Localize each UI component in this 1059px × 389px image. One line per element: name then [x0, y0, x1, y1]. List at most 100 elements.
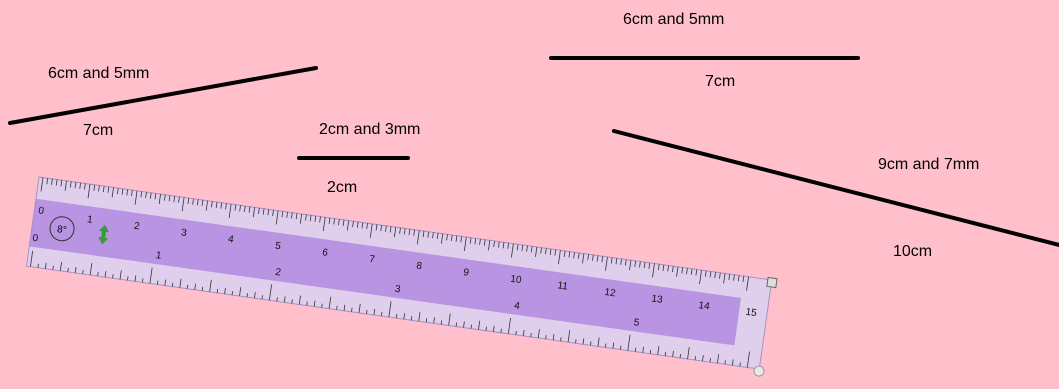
- cm-tick: [192, 198, 194, 205]
- cm-tick: [652, 263, 655, 278]
- inch-tick: [59, 261, 62, 271]
- inch-tick: [343, 304, 346, 311]
- cm-tick: [393, 227, 397, 238]
- inch-tick: [239, 287, 242, 297]
- cm-tick: [40, 177, 44, 192]
- inch-tick: [37, 263, 39, 268]
- cm-tick: [84, 183, 86, 190]
- line-segment-1[interactable]: [8, 66, 318, 125]
- inch-tick: [463, 321, 465, 328]
- inch-tick: [530, 332, 532, 338]
- cm-tick: [737, 275, 740, 282]
- inch-tick: [321, 303, 323, 308]
- cm-tick: [634, 260, 637, 267]
- inch-tick: [395, 314, 398, 319]
- inch-tick: [231, 290, 234, 296]
- cm-tick: [399, 227, 401, 234]
- cm-tick: [225, 203, 227, 210]
- ruler-inch-ticks: [30, 250, 750, 368]
- cm-tick: [309, 215, 312, 222]
- cm-number: 2: [133, 221, 140, 233]
- cm-tick: [507, 242, 510, 250]
- line-1-top-label: 6cm and 5mm: [48, 65, 150, 82]
- cm-tick: [149, 192, 152, 199]
- inch-tick: [410, 316, 413, 321]
- inch-tick: [500, 328, 502, 333]
- cm-tick: [549, 248, 552, 255]
- inch-tick: [179, 278, 182, 288]
- line-2-top-label: 2cm and 3mm: [319, 121, 421, 138]
- cm-tick: [474, 238, 477, 245]
- cm-tick: [102, 186, 105, 193]
- cm-tick: [403, 228, 406, 235]
- cm-tick: [592, 254, 594, 261]
- cm-tick: [281, 211, 284, 218]
- cm-tick: [676, 266, 679, 277]
- cm-number: 0: [38, 205, 45, 217]
- cm-tick: [262, 208, 265, 215]
- inch-tick: [291, 299, 293, 304]
- cm-tick: [181, 197, 185, 212]
- cm-tick: [111, 187, 114, 198]
- ruler-corner-handle[interactable]: [753, 365, 765, 377]
- cm-tick: [416, 230, 420, 245]
- cm-tick: [493, 240, 495, 248]
- cm-tick: [440, 233, 444, 244]
- inch-tick: [52, 265, 54, 270]
- cm-tick: [516, 244, 519, 251]
- inch-number: 2: [275, 267, 282, 279]
- cm-tick: [686, 268, 688, 275]
- inch-tick: [104, 271, 107, 278]
- cm-tick: [672, 266, 674, 273]
- cm-tick: [709, 271, 712, 278]
- inch-tick: [731, 359, 734, 366]
- cm-tick: [98, 185, 100, 192]
- inch-tick: [582, 338, 585, 345]
- angle-text: 8°: [56, 224, 67, 236]
- cm-tick: [275, 210, 279, 225]
- rotate-handle-icon[interactable]: [97, 224, 110, 245]
- inch-tick: [67, 267, 69, 272]
- line-4-top-label: 9cm and 7mm: [878, 156, 980, 173]
- cm-tick: [342, 219, 345, 226]
- inch-tick: [74, 266, 77, 274]
- cm-tick: [215, 201, 218, 209]
- ruler-resize-handle[interactable]: [766, 276, 778, 289]
- inch-tick: [388, 301, 392, 318]
- inch-tick: [119, 270, 122, 280]
- cm-tick: [305, 214, 307, 221]
- inch-tick: [328, 296, 332, 309]
- cm-tick: [681, 267, 684, 274]
- inch-tick: [478, 320, 481, 330]
- cm-tick: [723, 273, 726, 284]
- inch-tick: [433, 317, 435, 324]
- inch-tick: [171, 282, 174, 287]
- cm-tick: [380, 225, 383, 232]
- inch-tick: [687, 347, 690, 360]
- inch-tick: [283, 296, 286, 303]
- inch-tick: [590, 341, 592, 346]
- angle-indicator: [49, 216, 75, 242]
- inch-tick: [403, 313, 406, 320]
- inch-tick: [709, 358, 711, 363]
- cm-tick: [497, 241, 500, 248]
- cm-tick: [479, 238, 481, 246]
- cm-tick: [64, 180, 67, 191]
- cm-tick: [79, 182, 81, 189]
- inch-tick: [351, 307, 353, 312]
- cm-tick: [733, 274, 735, 281]
- cm-tick: [234, 204, 237, 211]
- cm-tick: [228, 203, 232, 218]
- cm-tick: [352, 221, 354, 228]
- cm-tick: [295, 213, 298, 220]
- cm-tick: [299, 213, 303, 224]
- inch-tick: [657, 345, 660, 355]
- inch-tick: [485, 326, 487, 331]
- inch-tick: [634, 347, 637, 352]
- cm-number: 4: [227, 234, 234, 246]
- line-segment-4[interactable]: [612, 129, 1059, 247]
- inch-tick: [209, 279, 212, 292]
- cm-tick: [134, 190, 138, 205]
